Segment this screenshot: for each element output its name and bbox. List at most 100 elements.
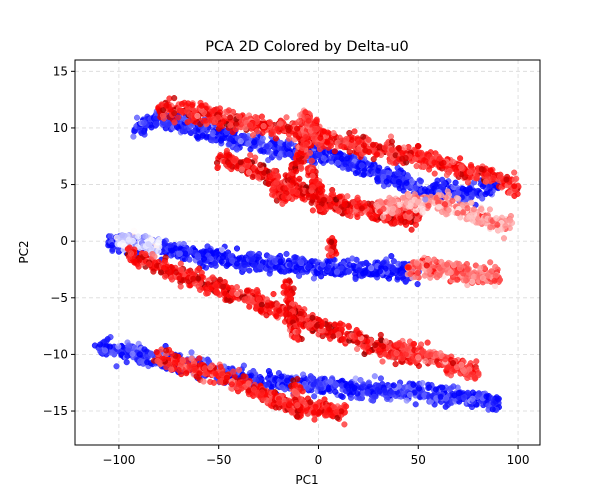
- scatter-point: [153, 120, 160, 127]
- scatter-point: [431, 170, 438, 177]
- scatter-point: [372, 341, 379, 349]
- scatter-point: [265, 157, 272, 164]
- scatter-point: [249, 289, 256, 296]
- scatter-point: [157, 269, 165, 276]
- scatter-point: [487, 224, 494, 231]
- scatter-point: [145, 241, 152, 248]
- scatter-point: [385, 353, 392, 360]
- scatter-point: [97, 341, 104, 348]
- scatter-point: [360, 343, 367, 350]
- scatter-point: [260, 148, 267, 155]
- scatter-point: [234, 290, 241, 298]
- scatter-point: [377, 375, 384, 382]
- scatter-point: [218, 246, 226, 253]
- scatter-point: [399, 270, 406, 277]
- scatter-point: [379, 213, 387, 221]
- scatter-point: [381, 144, 389, 151]
- scatter-point: [354, 213, 361, 221]
- scatter-point: [320, 155, 327, 162]
- scatter-point: [233, 245, 241, 252]
- scatter-point: [374, 175, 381, 182]
- scatter-point: [244, 157, 251, 164]
- scatter-point: [360, 171, 367, 178]
- scatter-point: [364, 389, 371, 396]
- scatter-point: [345, 322, 352, 329]
- scatter-point: [395, 260, 402, 267]
- scatter-point: [341, 201, 348, 208]
- scatter-point: [220, 283, 227, 290]
- scatter-point: [357, 376, 364, 384]
- scatter-point: [209, 129, 216, 136]
- scatter-point: [127, 250, 135, 257]
- scatter-point: [475, 219, 482, 226]
- scatter-point: [263, 143, 270, 150]
- scatter-point: [240, 362, 247, 369]
- scatter-point: [133, 114, 141, 121]
- scatter-point: [440, 180, 447, 187]
- scatter-point: [309, 207, 316, 214]
- scatter-point: [189, 101, 196, 109]
- scatter-point: [264, 302, 271, 309]
- scatter-point: [401, 219, 408, 226]
- scatter-point: [167, 268, 174, 275]
- scatter-point: [392, 361, 399, 368]
- scatter-point: [340, 335, 347, 343]
- scatter-point: [466, 186, 473, 193]
- scatter-point: [233, 284, 240, 291]
- scatter-point: [277, 120, 284, 127]
- scatter-point: [241, 132, 248, 139]
- scatter-point: [137, 358, 144, 365]
- scatter-point: [388, 138, 395, 145]
- scatter-point: [456, 265, 464, 272]
- scatter-point: [257, 161, 264, 168]
- scatter-point: [347, 394, 355, 401]
- scatter-point: [263, 296, 270, 303]
- scatter-point: [217, 137, 225, 144]
- scatter-point: [412, 221, 419, 228]
- scatter-point: [169, 247, 176, 254]
- scatter-point: [216, 291, 223, 298]
- scatter-point: [335, 331, 342, 338]
- scatter-point: [226, 161, 233, 168]
- scatter-point: [266, 119, 273, 126]
- scatter-point: [424, 188, 431, 195]
- scatter-point: [285, 142, 292, 149]
- scatter-point: [360, 133, 367, 140]
- scatter-point: [431, 159, 438, 166]
- scatter-point: [200, 109, 207, 116]
- scatter-point: [395, 341, 402, 348]
- scatter-point: [232, 126, 239, 133]
- scatter-point: [441, 201, 448, 208]
- scatter-point: [360, 383, 367, 390]
- scatter-point: [330, 130, 337, 137]
- scatter-point: [227, 135, 234, 142]
- scatter-point: [424, 256, 432, 263]
- scatter-point: [358, 162, 365, 169]
- scatter-point: [235, 113, 242, 120]
- scatter-point: [500, 235, 508, 242]
- scatter-point: [102, 347, 109, 354]
- scatter-point: [346, 148, 353, 155]
- scatter-point: [457, 155, 464, 162]
- scatter-point: [363, 259, 370, 266]
- scatter-point: [168, 276, 176, 283]
- scatter-point: [107, 233, 114, 240]
- scatter-point: [376, 268, 383, 275]
- scatter-point: [482, 178, 489, 185]
- scatter-point: [217, 121, 224, 128]
- scatter-point: [142, 251, 149, 258]
- scatter-point: [360, 142, 367, 149]
- scatter-point: [424, 339, 431, 346]
- scatter-point: [468, 199, 475, 206]
- scatter-point: [407, 270, 414, 277]
- scatter-point: [214, 163, 221, 170]
- scatter-point: [321, 128, 328, 135]
- scatter-point: [494, 221, 501, 228]
- scatter-point: [283, 250, 290, 257]
- scatter-point: [463, 276, 471, 283]
- scatter-point: [420, 348, 427, 355]
- scatter-point: [352, 170, 359, 177]
- scatter-point: [324, 139, 331, 146]
- scatter-point: [279, 384, 286, 391]
- scatter-point: [370, 141, 377, 148]
